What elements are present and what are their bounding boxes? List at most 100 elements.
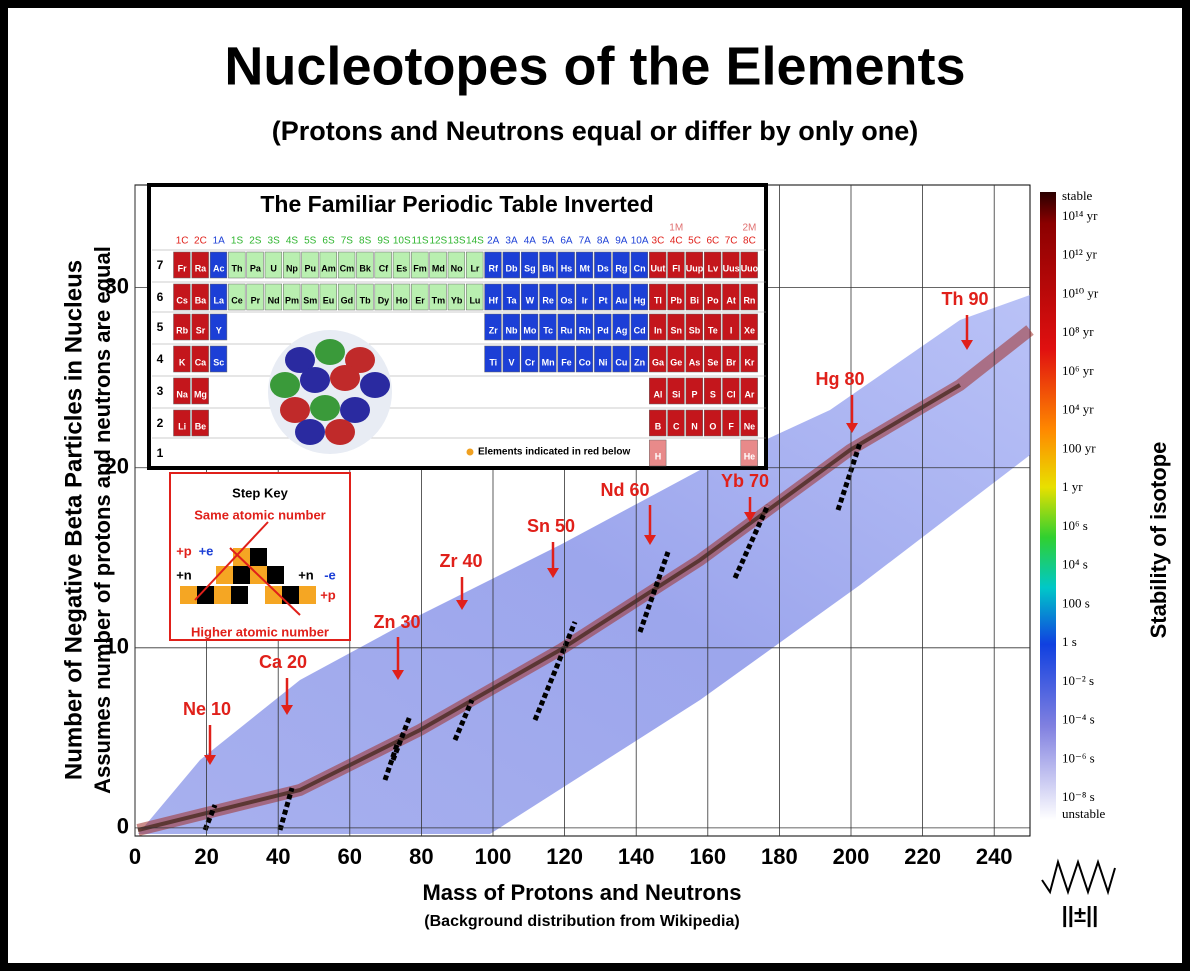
element-symbol: Ru [560,325,572,335]
element-cell [429,251,447,279]
annotation-arrowhead [547,568,559,578]
element-symbol: B [655,421,662,431]
colorbar-label: Stability of isotope [1146,442,1171,639]
element-cell [703,251,722,279]
y-tick-label: 30 [105,273,129,298]
element-symbol: Ta [507,295,518,305]
element-symbol: Be [195,421,207,431]
step-segment [637,551,671,633]
element-symbol: In [654,325,662,335]
element-symbol: Ba [195,295,207,305]
annotation-arrowhead [204,755,216,765]
annotation: Hg 80 [815,369,864,389]
nucleon [270,372,300,398]
inset-header: 5A [542,236,555,247]
element-cell [703,283,722,311]
element-symbol: Si [672,389,681,399]
element-symbol: Mg [194,389,207,399]
annotation-arrowhead [456,600,468,610]
x-tick-label: 200 [833,844,870,869]
step-square [265,586,282,604]
x-tick-label: 100 [475,844,512,869]
inset-header: 3A [505,236,518,247]
element-cell [722,345,740,373]
element-cell [703,377,722,405]
inset-header: 2S [249,236,262,247]
element-cell [264,283,283,311]
element-cell [722,251,740,279]
colorbar-tick-label: 10¹⁴ yr [1062,208,1098,223]
element-symbol: Hf [489,295,499,305]
colorbar-tick-label: 10⁻⁶ s [1062,750,1095,765]
inset-row-label: 5 [157,320,164,334]
inset-header: 4S [286,236,299,247]
element-symbol: Ti [489,357,497,367]
element-cell [429,283,447,311]
element-symbol: Uut [650,263,665,273]
element-cell [173,313,191,341]
element-symbol: Cr [525,357,535,367]
element-symbol: Ca [195,357,207,367]
element-cell [283,251,301,279]
element-cell [301,283,319,311]
element-cell [740,283,758,311]
inset-header: 3C [652,236,665,247]
element-symbol: Rg [615,263,627,273]
element-symbol: Db [506,263,518,273]
colorbar-tick-label: 1 yr [1062,479,1083,494]
element-symbol: Tb [360,295,371,305]
element-symbol: Xe [744,325,755,335]
element-cell [337,283,356,311]
x-axis-label: Mass of Protons and Neutrons [422,880,741,905]
inset-header: 4A [524,236,537,247]
element-cell [228,251,246,279]
element-cell [575,251,594,279]
element-symbol: Sb [689,325,701,335]
element-cell [667,345,685,373]
element-cell [173,409,191,437]
element-symbol: Tl [654,295,662,305]
element-cell [649,345,667,373]
element-cell [374,283,392,311]
step-label: -e [324,567,336,582]
annotation-arrowhead [392,670,404,680]
inset-row-label: 6 [157,290,164,304]
element-cell [630,313,649,341]
element-cell [539,345,557,373]
element-cell [740,251,758,279]
element-symbol: Na [176,389,188,399]
element-cell [539,313,557,341]
inset-header: 3S [268,236,281,247]
element-symbol: Ni [599,357,608,367]
inset-row-label: 4 [157,352,164,366]
element-symbol: F [728,421,734,431]
element-symbol: Mn [542,357,555,367]
element-symbol: Au [615,295,627,305]
y-axis-sublabel: Assumes number of protons and neutrons a… [90,246,115,794]
element-cell [520,313,539,341]
x-tick-label: 60 [338,844,362,869]
element-symbol: Uus [723,263,740,273]
step-label: +n [298,567,314,582]
step-square [197,586,214,604]
element-cell [411,283,429,311]
nucleon [325,419,355,445]
element-cell [319,251,337,279]
element-symbol: Os [560,295,572,305]
element-symbol: Ce [231,295,243,305]
inset-top-header: 2M [742,223,756,234]
element-symbol: C [673,421,680,431]
annotation-arrowhead [846,423,858,433]
element-cell [502,345,520,373]
step-square [250,548,267,566]
element-cell [594,251,612,279]
inset-header: 5C [688,236,701,247]
element-symbol: Ag [615,325,627,335]
element-symbol: Nd [268,295,280,305]
step-square [180,586,197,604]
element-cell [594,313,612,341]
element-cell [649,251,667,279]
step-label: +n [176,567,192,582]
element-symbol: Co [579,357,591,367]
element-cell [392,251,411,279]
